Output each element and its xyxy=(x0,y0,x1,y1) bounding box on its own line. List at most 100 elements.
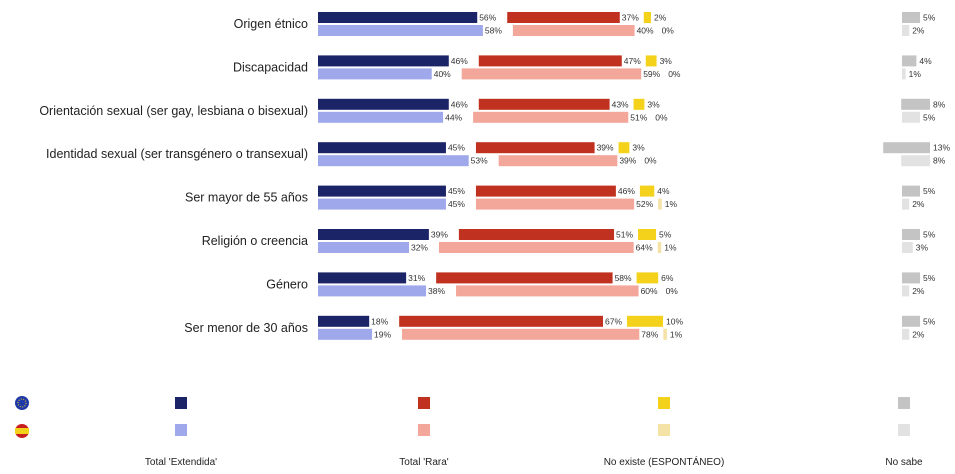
eu-flag-stars xyxy=(17,398,27,408)
bar-segment-extendida-eu xyxy=(318,142,446,154)
bar-segment-no-sabe-eu xyxy=(902,229,920,240)
legend-label: No sabe xyxy=(885,457,923,468)
bar-segment-no-existe-eu xyxy=(636,272,659,284)
value-label: 31% xyxy=(408,273,425,283)
value-label: 5% xyxy=(659,230,672,240)
bar-segment-no-sabe-es xyxy=(902,111,920,123)
value-label: 5% xyxy=(923,230,936,240)
category-label: Género xyxy=(266,277,308,291)
value-label: 2% xyxy=(912,329,925,339)
bar-segment-extendida-es xyxy=(318,111,444,123)
value-label: 43% xyxy=(612,99,629,109)
bar-segment-rara-es xyxy=(512,25,635,36)
category-label: Religión o creencia xyxy=(202,234,308,248)
bar-segment-no-sabe-es xyxy=(902,198,910,210)
value-label: 60% xyxy=(641,286,658,296)
category-label: Orientación sexual (ser gay, lesbiana o … xyxy=(39,104,308,118)
value-label: 58% xyxy=(615,273,632,283)
bar-segment-no-sabe-es xyxy=(901,155,930,167)
category-label: Ser menor de 30 años xyxy=(184,321,308,335)
bar-segment-rara-es xyxy=(461,68,642,80)
bar-segment-extendida-es xyxy=(318,25,483,36)
bar-segment-no-existe-eu xyxy=(643,12,651,23)
value-label: 53% xyxy=(471,156,488,166)
value-label: 59% xyxy=(643,69,660,79)
value-label: 40% xyxy=(637,26,654,36)
value-label: 51% xyxy=(616,230,633,240)
bar-segment-no-existe-eu xyxy=(618,142,630,154)
bar-segment-no-sabe-eu xyxy=(902,272,920,284)
eu-flag-icon xyxy=(15,396,29,410)
value-label: 56% xyxy=(479,13,496,23)
bar-segment-no-existe-eu xyxy=(633,98,645,110)
value-label: 18% xyxy=(371,316,388,326)
bar-segment-no-existe-eu xyxy=(627,315,664,327)
value-label: 5% xyxy=(923,13,936,23)
bars xyxy=(318,12,930,340)
value-label: 3% xyxy=(660,56,673,66)
value-label: 67% xyxy=(605,316,622,326)
bar-segment-extendida-eu xyxy=(318,272,407,284)
bar-segment-no-existe-es xyxy=(657,242,662,253)
bar-segment-rara-eu xyxy=(399,315,604,327)
value-label: 2% xyxy=(912,286,925,296)
bar-segment-extendida-es xyxy=(318,242,409,253)
bar-segment-no-existe-es xyxy=(663,328,667,340)
bar-segment-no-sabe-eu xyxy=(902,12,920,23)
value-label: 0% xyxy=(666,286,679,296)
bar-segment-no-sabe-es xyxy=(902,285,910,297)
value-label: 46% xyxy=(451,56,468,66)
value-label: 0% xyxy=(655,112,668,122)
bar-segment-rara-eu xyxy=(478,55,622,67)
value-label: 32% xyxy=(411,243,428,253)
bar-segment-no-sabe-es xyxy=(902,242,913,253)
bar-segment-extendida-es xyxy=(318,198,446,210)
category-label: Ser mayor de 55 años xyxy=(185,191,308,205)
bar-segment-no-existe-eu xyxy=(645,55,657,67)
bar-segment-extendida-eu xyxy=(318,98,449,110)
value-label: 1% xyxy=(670,329,683,339)
bar-segment-rara-es xyxy=(402,328,640,340)
value-labels: 56% 37% 2% 5% 58% 40% 0% 2% 46% 47% 3% 4% 40% 59% 0% 1%… xyxy=(371,13,950,340)
bar-segment-no-existe-es xyxy=(658,198,662,210)
bar-segment-no-sabe-eu xyxy=(901,98,930,110)
value-label: 40% xyxy=(434,69,451,79)
value-label: 8% xyxy=(933,99,946,109)
legend-swatch-es xyxy=(418,424,430,436)
value-label: 2% xyxy=(912,26,925,36)
value-label: 46% xyxy=(618,186,635,196)
legend-label: Total 'Extendida' xyxy=(145,457,217,468)
value-label: 3% xyxy=(916,243,929,253)
value-label: 38% xyxy=(428,286,445,296)
value-label: 78% xyxy=(641,329,658,339)
value-label: 39% xyxy=(431,230,448,240)
value-label: 1% xyxy=(664,243,677,253)
bar-segment-no-existe-eu xyxy=(639,185,655,197)
legend-swatch-es xyxy=(898,424,910,436)
value-label: 8% xyxy=(933,156,946,166)
bar-segment-rara-es xyxy=(498,155,618,167)
value-label: 47% xyxy=(624,56,641,66)
bar-segment-extendida-eu xyxy=(318,229,429,240)
category-label: Discapacidad xyxy=(233,60,308,74)
value-label: 45% xyxy=(448,199,465,209)
bar-segment-no-sabe-es xyxy=(902,25,910,36)
value-label: 39% xyxy=(597,143,614,153)
bar-segment-rara-es xyxy=(473,111,629,123)
value-label: 2% xyxy=(912,199,925,209)
value-label: 1% xyxy=(909,69,922,79)
value-label: 45% xyxy=(448,143,465,153)
value-label: 37% xyxy=(622,13,639,23)
legend-swatch-eu xyxy=(175,397,187,409)
value-label: 5% xyxy=(923,112,936,122)
value-label: 44% xyxy=(445,112,462,122)
value-label: 4% xyxy=(657,186,670,196)
legend: Total 'Extendida' Total 'Rara' No existe (… xyxy=(15,396,923,468)
bar-segment-rara-eu xyxy=(436,272,613,284)
bar-segment-rara-es xyxy=(438,242,634,253)
bar-segment-rara-es xyxy=(475,198,635,210)
category-labels: Origen étnico Discapacidad Orientación sex… xyxy=(39,17,308,335)
bar-segment-rara-es xyxy=(456,285,639,297)
bar-segment-extendida-es xyxy=(318,285,427,297)
